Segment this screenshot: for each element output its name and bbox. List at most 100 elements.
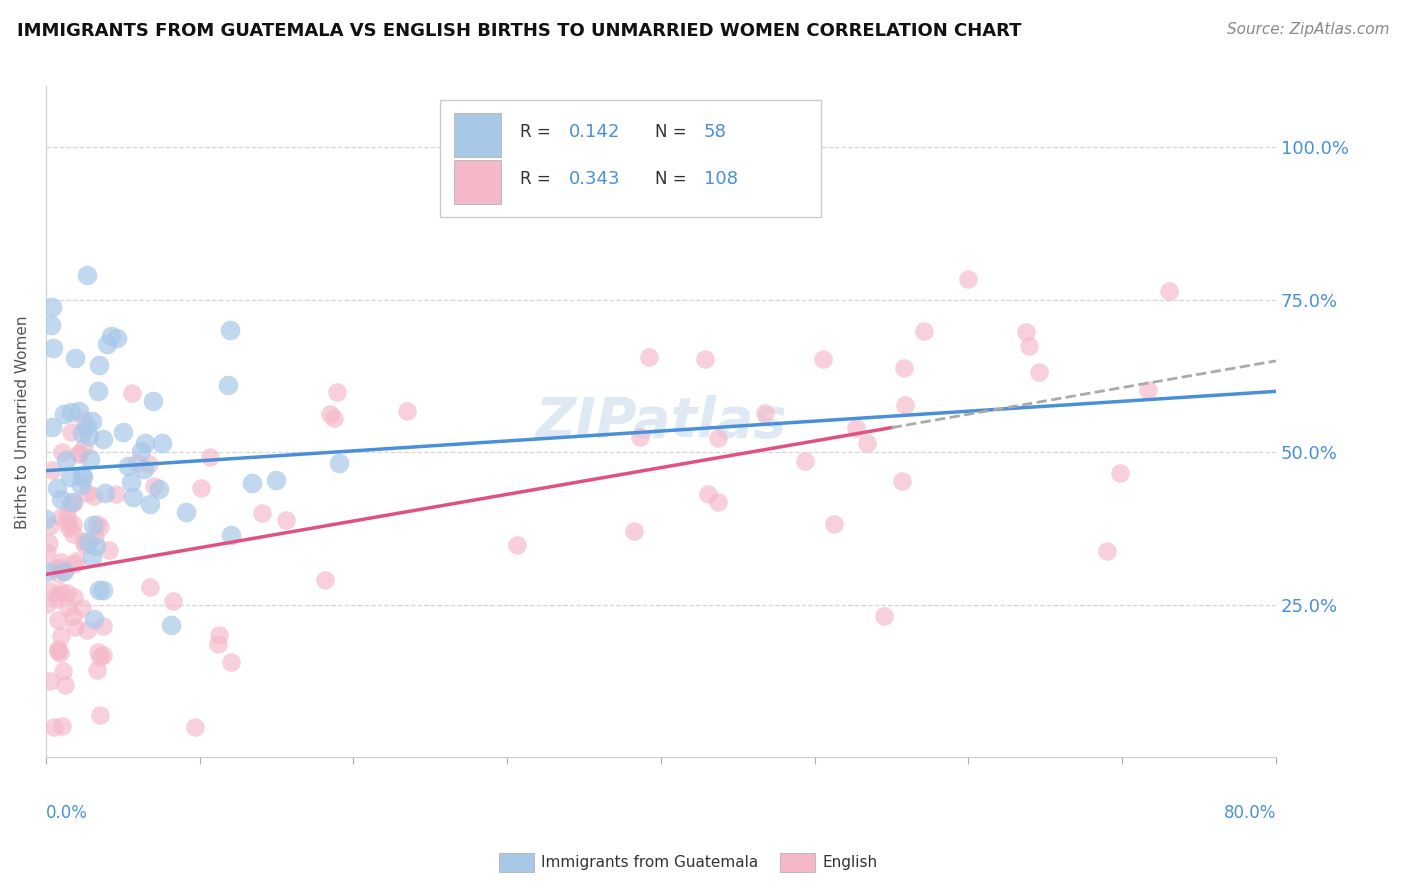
Point <box>89 359 111 373</box>
Point <box>160 618 183 632</box>
Point <box>219 655 242 669</box>
Point <box>891 474 914 488</box>
Point <box>83 489 105 503</box>
Point <box>39 518 62 533</box>
Point <box>318 407 340 421</box>
Point <box>53 678 76 692</box>
Point <box>125 456 148 470</box>
Point <box>72 534 94 549</box>
Point <box>67 447 90 461</box>
Point <box>51 629 73 643</box>
Point <box>49 555 72 569</box>
Point <box>45 588 67 602</box>
Point <box>219 528 242 542</box>
Point <box>314 573 336 587</box>
Point <box>72 601 94 615</box>
Point <box>150 436 173 450</box>
Point <box>142 479 165 493</box>
Point <box>208 627 231 641</box>
Point <box>200 450 222 464</box>
Point <box>70 478 93 492</box>
Point <box>51 719 73 733</box>
Point <box>55 453 77 467</box>
Point <box>1095 544 1118 558</box>
Point <box>51 491 73 506</box>
Text: ZIPatlas: ZIPatlas <box>536 395 787 449</box>
Point <box>91 432 114 446</box>
Point <box>48 566 70 581</box>
Text: N =: N = <box>655 170 686 188</box>
Point <box>77 534 100 549</box>
Point <box>76 419 98 434</box>
Point <box>35 597 58 611</box>
Point <box>73 440 96 454</box>
Point <box>1015 325 1038 339</box>
Point <box>104 486 127 500</box>
Point <box>139 580 162 594</box>
Point <box>326 384 349 399</box>
Point <box>219 323 242 337</box>
Point <box>707 431 730 445</box>
Point <box>77 429 100 443</box>
Text: 0.343: 0.343 <box>568 170 620 188</box>
Text: 0.0%: 0.0% <box>46 805 87 822</box>
Point <box>1157 284 1180 298</box>
FancyBboxPatch shape <box>440 100 821 218</box>
Point <box>41 463 63 477</box>
Text: R =: R = <box>520 170 550 188</box>
Point <box>76 268 98 282</box>
Point <box>823 516 845 531</box>
Point <box>56 599 79 614</box>
Text: R =: R = <box>520 123 550 141</box>
Point <box>98 542 121 557</box>
Point <box>91 619 114 633</box>
Point <box>87 645 110 659</box>
Text: IMMIGRANTS FROM GUATEMALA VS ENGLISH BIRTHS TO UNMARRIED WOMEN CORRELATION CHART: IMMIGRANTS FROM GUATEMALA VS ENGLISH BIR… <box>17 22 1021 40</box>
Point <box>105 331 128 345</box>
Point <box>395 404 418 418</box>
Point <box>49 646 72 660</box>
Point <box>174 505 197 519</box>
Point <box>893 398 915 412</box>
Point <box>59 470 82 484</box>
Point <box>46 613 69 627</box>
Point <box>638 350 661 364</box>
Point <box>39 674 62 689</box>
Point <box>45 591 67 606</box>
Point <box>83 612 105 626</box>
Point <box>79 452 101 467</box>
Text: 80.0%: 80.0% <box>1223 805 1277 822</box>
Point <box>46 644 69 658</box>
Point <box>59 405 82 419</box>
Point <box>148 482 170 496</box>
Point <box>240 476 263 491</box>
Point <box>63 494 86 508</box>
Point <box>52 407 75 421</box>
Point <box>53 564 76 578</box>
Point <box>56 516 79 530</box>
Point <box>1136 383 1159 397</box>
Point <box>138 458 160 472</box>
Point <box>72 412 94 426</box>
Point <box>94 486 117 500</box>
Point <box>37 565 59 579</box>
Point <box>83 529 105 543</box>
Point <box>162 594 184 608</box>
Point <box>63 351 86 365</box>
Point <box>628 430 651 444</box>
Point <box>59 498 82 512</box>
Point <box>58 521 80 535</box>
Point <box>86 516 108 531</box>
Point <box>75 538 97 552</box>
Point <box>89 520 111 534</box>
Point <box>139 497 162 511</box>
Point <box>266 473 288 487</box>
Point <box>707 495 730 509</box>
Point <box>276 513 298 527</box>
Point <box>76 485 98 500</box>
Point <box>62 609 84 624</box>
Point <box>1109 467 1132 481</box>
Point <box>46 481 69 495</box>
Point <box>184 720 207 734</box>
Text: N =: N = <box>655 123 686 141</box>
